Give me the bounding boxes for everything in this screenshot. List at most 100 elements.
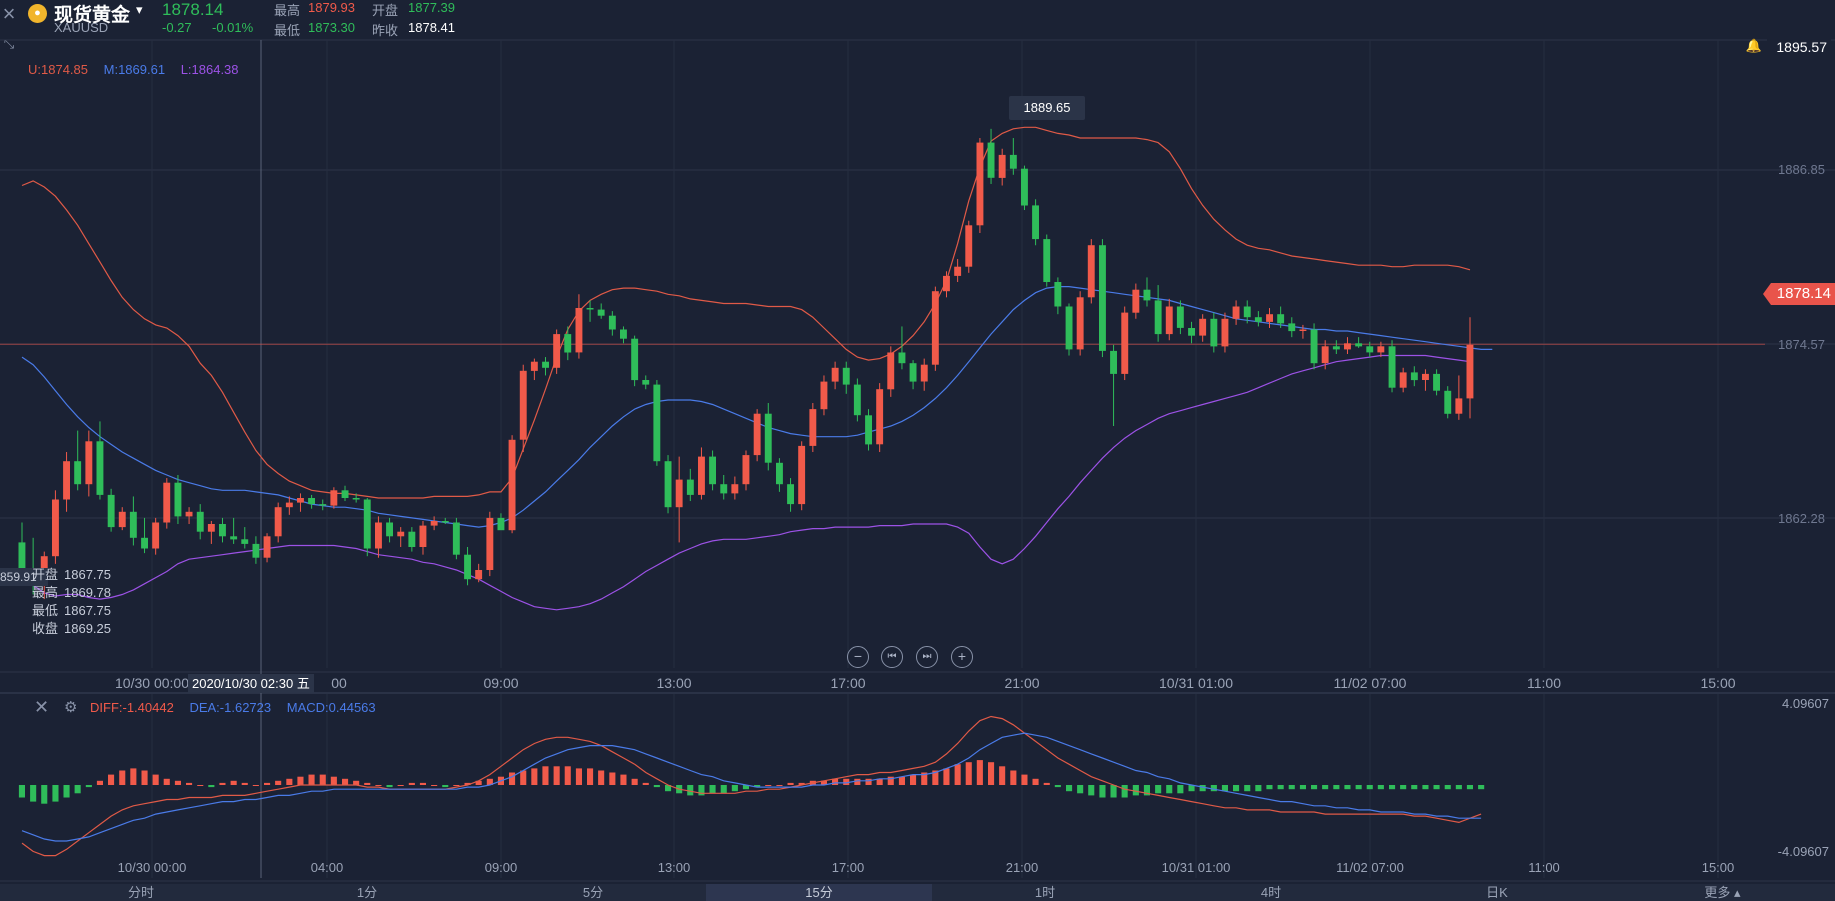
macd-bar (999, 766, 1006, 785)
macd-bar (442, 785, 449, 788)
tab-1hour[interactable]: 1时 (1034, 885, 1056, 900)
candle-body (920, 364, 928, 382)
macd-bar (1188, 785, 1195, 792)
candle-body (430, 521, 438, 526)
macd-bar (720, 785, 727, 794)
macd-bar (152, 774, 159, 785)
candle-body (397, 531, 405, 537)
candle-body (820, 381, 828, 410)
macd-bar (408, 782, 415, 785)
open-label: 开盘 (372, 3, 399, 18)
macd-bar (1299, 785, 1306, 790)
candle-body (898, 352, 906, 364)
macd-bar (520, 770, 527, 785)
macd-bar (63, 785, 70, 798)
main-time-axis: 10/30 00:00 00 09:00 13:00 17:00 21:00 1… (0, 675, 1835, 695)
macd-legend: DIFF:-1.40442 DEA:-1.62723 MACD:0.44563 (90, 700, 388, 715)
tab-day[interactable]: 日K (1486, 885, 1508, 900)
tab-4hour[interactable]: 4时 (1260, 885, 1282, 900)
candle-body (241, 539, 249, 544)
candle-body (152, 522, 160, 549)
candle-body (698, 456, 705, 495)
scroll-end-button[interactable]: ⏭ (916, 646, 938, 668)
candle-body (709, 456, 716, 485)
macd-bar (609, 772, 616, 785)
candle-body (308, 498, 315, 505)
candle-body (530, 361, 538, 371)
gear-icon[interactable]: ⚙ (64, 699, 78, 716)
macd-bar (241, 782, 248, 785)
candle-body (1377, 346, 1385, 353)
macd-bar (130, 768, 137, 785)
tab-5min[interactable]: 5分 (582, 885, 604, 900)
candle-body (230, 536, 238, 540)
time-label: 15:00 (1701, 860, 1735, 875)
symbol-dropdown-icon[interactable]: ▾ (136, 2, 143, 17)
candle-body (943, 275, 950, 292)
price-change: -0.27 (162, 20, 192, 35)
candle-body (1266, 314, 1273, 322)
close-icon[interactable]: × (2, 1, 16, 26)
macd-bar (252, 785, 259, 786)
candle-body (341, 490, 349, 498)
macd-bar (1466, 785, 1473, 790)
candle-body (452, 522, 460, 555)
macd-bar (687, 785, 694, 796)
candle-body (1410, 372, 1418, 381)
macd-bar (976, 760, 983, 785)
macd-bar (18, 785, 25, 798)
macd-bar (486, 778, 493, 785)
macd-dea-line (21, 732, 1482, 842)
boll-mid-value: M:1869.61 (103, 62, 166, 77)
tab-timeshare[interactable]: 分时 (127, 885, 154, 900)
candle-body (1433, 373, 1440, 391)
candle-body (842, 367, 850, 385)
time-label: 21:00 (1004, 675, 1040, 691)
close-indicator-icon[interactable]: ✕ (34, 697, 50, 717)
crosshair-ohlc: 开盘 1867.75 最高 1869.78 最低 1867.75 收盘 1869.25 (32, 566, 111, 638)
macd-bar (397, 785, 404, 786)
candle-body (129, 511, 137, 538)
macd-bar (1066, 785, 1073, 792)
candle-body (787, 484, 794, 505)
candle-body (664, 461, 672, 508)
macd-macd-value: MACD:0.44563 (286, 700, 376, 715)
candle-body (497, 517, 505, 531)
macd-bar (988, 762, 995, 785)
macd-bar (342, 778, 349, 785)
high-label: 最高 (274, 3, 301, 18)
macd-bar (141, 770, 148, 785)
ohlc-close-value: 1869.25 (64, 621, 111, 636)
zoom-in-button[interactable]: + (951, 646, 973, 668)
time-label: 21:00 (1005, 860, 1039, 875)
boll-legend: U:1874.85 M:1869.61 L:1864.38 (28, 62, 251, 77)
zoom-out-button[interactable]: − (847, 646, 869, 668)
macd-bar (108, 774, 115, 785)
boll-mid-line (21, 286, 1493, 528)
time-label: 11:00 (1527, 675, 1561, 691)
tab-1min[interactable]: 1分 (356, 885, 378, 900)
price-axis-top: 1895.57 (1767, 36, 1831, 58)
candle-body (1099, 245, 1106, 351)
scroll-start-button[interactable]: ⏮ (881, 646, 903, 668)
candle-body (720, 484, 728, 494)
ohlc-open-label: 开盘 (32, 567, 59, 582)
macd-bar (1132, 785, 1139, 796)
candle-body (1455, 398, 1463, 414)
macd-bar (887, 776, 894, 785)
boll-lower-line (21, 354, 1471, 611)
time-label: 17:00 (831, 860, 865, 875)
alert-bell-icon[interactable]: 🔔 (1745, 38, 1763, 53)
candle-body (141, 537, 148, 549)
tab-15min[interactable]: 15分 (706, 884, 932, 901)
tab-more[interactable]: 更多 ▴ (1704, 885, 1741, 900)
candle-body (1332, 346, 1340, 350)
symbol-name[interactable]: 现货黄金 (54, 5, 131, 26)
ohlc-open-value: 1867.75 (64, 567, 111, 582)
time-label: 09:00 (483, 675, 519, 691)
macd-bar (832, 778, 839, 785)
open-value: 1877.39 (408, 0, 455, 15)
collapse-icon[interactable]: ⤡ (3, 36, 15, 51)
candle-body (85, 441, 93, 485)
